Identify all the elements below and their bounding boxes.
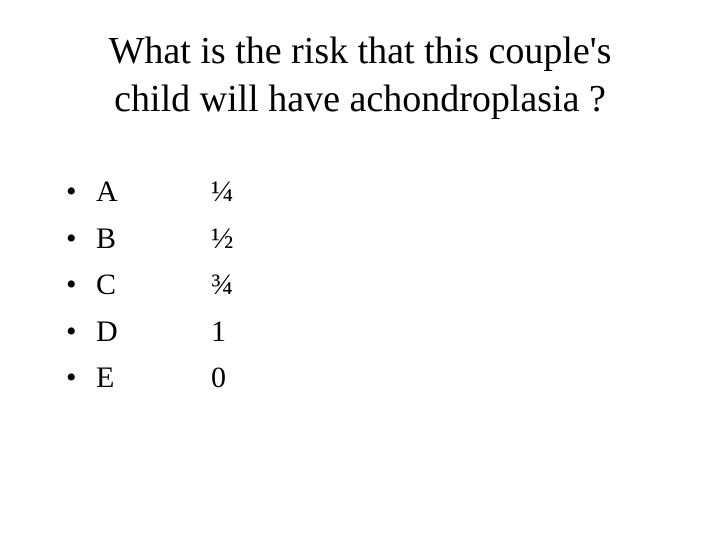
option-value: 0 (211, 355, 226, 402)
bullet-icon: • (66, 355, 96, 402)
bullet-icon: • (66, 309, 96, 356)
bullet-icon: • (66, 216, 96, 263)
list-item: • E 0 (66, 355, 680, 402)
option-letter: A (96, 169, 211, 216)
list-item: • C ¾ (66, 262, 680, 309)
option-letter: B (96, 216, 211, 263)
title-line-1: What is the risk that this couple's (109, 30, 612, 72)
option-value: 1 (211, 309, 226, 356)
option-value: ½ (211, 216, 234, 263)
question-title: What is the risk that this couple's chil… (40, 28, 680, 123)
list-item: • D 1 (66, 309, 680, 356)
bullet-icon: • (66, 169, 96, 216)
list-item: • B ½ (66, 216, 680, 263)
options-list: • A ¼ • B ½ • C ¾ • D 1 • E 0 (40, 169, 680, 402)
option-letter: E (96, 355, 211, 402)
option-letter: D (96, 309, 211, 356)
bullet-icon: • (66, 262, 96, 309)
option-value: ¼ (211, 169, 234, 216)
title-line-2: child will have achondroplasia ? (114, 78, 606, 120)
option-letter: C (96, 262, 211, 309)
list-item: • A ¼ (66, 169, 680, 216)
option-value: ¾ (211, 262, 234, 309)
